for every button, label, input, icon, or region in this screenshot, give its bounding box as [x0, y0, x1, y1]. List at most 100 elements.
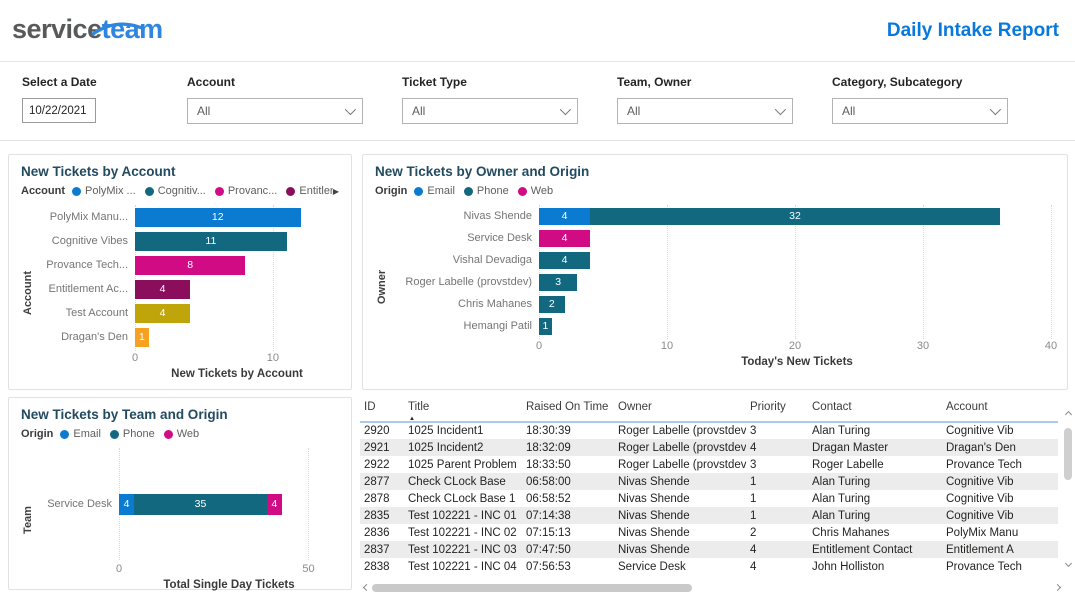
column-header-priority[interactable]: Priority — [746, 398, 808, 423]
legend-item[interactable]: Entitlem... — [286, 185, 333, 197]
bar-row: Entitlement Ac... 4 — [35, 277, 339, 301]
legend-item[interactable]: Web — [517, 185, 553, 197]
chart-new-tickets-by-owner-and-origin: New Tickets by Owner and Origin Origin E… — [362, 154, 1068, 390]
bar-value-label: 4 — [561, 210, 568, 222]
legend-item[interactable]: Cognitiv... — [144, 185, 206, 197]
bar-segment[interactable]: 4 — [539, 229, 591, 247]
bar-value-label: 8 — [187, 259, 194, 271]
column-header-owner[interactable]: Owner — [614, 398, 746, 423]
table-cell: 2878 — [364, 492, 390, 505]
table-row[interactable]: 2922 1025 Parent Problem 18:33:50 Roger Lab… — [360, 456, 1058, 473]
table-cell: PolyMix Manu — [946, 526, 1019, 539]
tickets-table-card: ID Title ▲ Raised On Time Owner Priority Conta… — [360, 398, 1074, 593]
legend-item[interactable]: Phone — [109, 428, 155, 440]
table-cell: Nivas Shende — [618, 543, 690, 556]
table-cell: Entitlement Contact — [812, 543, 913, 556]
bar-segment[interactable]: 4 — [135, 303, 191, 323]
chart-body: Account PolyMix Manu... 12 Cognitive Vibes… — [21, 205, 339, 380]
legend-item[interactable]: Email — [414, 185, 455, 197]
team-owner-dropdown[interactable]: All — [617, 98, 793, 124]
bar-segment[interactable]: 4 — [539, 251, 591, 269]
bar-segment[interactable]: 2 — [539, 295, 565, 313]
table-row[interactable]: 2835 Test 102221 - INC 01 07:14:38 Nivas Sh… — [360, 507, 1058, 524]
tickets-table: ID Title ▲ Raised On Time Owner Priority Conta… — [360, 398, 1058, 575]
category-dropdown[interactable]: All — [832, 98, 1008, 124]
filter-label: Select a Date — [22, 75, 97, 89]
horizontal-scrollbar[interactable] — [362, 583, 1062, 593]
table-row[interactable]: 2837 Test 102221 - INC 03 07:47:50 Nivas Sh… — [360, 541, 1058, 558]
legend-item[interactable]: PolyMix ... — [72, 185, 136, 197]
table-cell: Nivas Shende — [618, 509, 690, 522]
horizontal-scroll-thumb[interactable] — [372, 584, 692, 592]
gridline — [795, 205, 796, 339]
date-input[interactable]: 10/22/2021 — [22, 98, 96, 123]
scroll-right-icon[interactable] — [1053, 583, 1062, 592]
column-header-id[interactable]: ID — [360, 398, 404, 423]
bar-rows: Nivas Shende 4 32 Service Desk 4 Vishal Devad… — [389, 205, 1055, 337]
bar-segment[interactable]: 1 — [539, 317, 552, 335]
legend-label: Email — [73, 428, 101, 440]
legend-dot-icon — [214, 186, 224, 196]
scroll-up-icon[interactable] — [1064, 410, 1073, 419]
table-cell: Provance Tech — [946, 458, 1022, 471]
bar-segment[interactable]: 11 — [135, 231, 287, 251]
column-header-raised-on-time[interactable]: Raised On Time — [522, 398, 614, 423]
legend-dot-icon — [286, 186, 296, 196]
chart-title: New Tickets by Account — [21, 164, 176, 179]
legend-overflow-arrow-icon[interactable]: ▶ — [332, 186, 339, 196]
legend-item[interactable]: Email — [60, 428, 101, 440]
ticket-type-dropdown[interactable]: All — [402, 98, 578, 124]
scroll-down-icon[interactable] — [1064, 559, 1073, 568]
bar-value-label: 4 — [561, 232, 568, 244]
column-header-contact[interactable]: Contact — [808, 398, 942, 423]
bar-segment[interactable]: 32 — [590, 207, 1000, 225]
scroll-left-icon[interactable] — [362, 583, 371, 592]
table-cell: 4 — [750, 441, 757, 454]
bar-segment[interactable]: 3 — [539, 273, 578, 291]
table-cell: 07:56:53 — [526, 560, 571, 573]
category-label: Service Desk — [47, 498, 112, 510]
bar-track: 4 — [539, 251, 1051, 269]
bar-segment[interactable]: 12 — [135, 207, 301, 227]
bar-segment[interactable]: 4 — [266, 493, 282, 515]
x-tick-label: 30 — [916, 340, 930, 352]
legend-item[interactable]: Phone — [463, 185, 509, 197]
plot-area: Service Desk 4 35 4 0 50 Total Single Day Ti… — [35, 448, 339, 591]
vertical-scroll-thumb[interactable] — [1064, 428, 1072, 480]
bar-track: 11 — [135, 231, 335, 251]
bar-segment[interactable]: 8 — [135, 255, 246, 275]
gridline — [135, 205, 136, 351]
table-row[interactable]: 2921 1025 Incident2 18:32:09 Roger Labelle … — [360, 439, 1058, 456]
table-row[interactable]: 2878 Check CLock Base 1 06:58:52 Nivas Shen… — [360, 490, 1058, 507]
table-row[interactable]: 2838 Test 102221 - INC 04 07:56:53 Service … — [360, 558, 1058, 575]
legend-item[interactable]: Provanc... — [214, 185, 277, 197]
bar-track: 1 — [135, 327, 335, 347]
table-row[interactable]: 2836 Test 102221 - INC 02 07:15:13 Nivas Sh… — [360, 524, 1058, 541]
legend-label: Entitlem... — [299, 185, 332, 197]
bar-segment[interactable]: 4 — [135, 279, 191, 299]
bar-row: Test Account 4 — [35, 301, 339, 325]
vertical-scrollbar[interactable] — [1063, 402, 1074, 582]
column-header-account[interactable]: Account — [942, 398, 1058, 423]
y-axis-title: Team — [22, 505, 35, 534]
bar-value-label: 11 — [205, 235, 217, 247]
x-axis-title: New Tickets by Account — [171, 368, 303, 380]
bar-value-label: 2 — [548, 298, 555, 310]
chevron-down-icon — [344, 103, 357, 116]
column-header-title[interactable]: Title ▲ — [404, 398, 522, 423]
bar-row: Service Desk 4 — [389, 227, 1055, 249]
sort-ascending-icon: ▲ — [409, 416, 415, 422]
table-row[interactable]: 2920 1025 Incident1 18:30:39 Roger Labelle … — [360, 422, 1058, 439]
legend-item[interactable]: Web — [163, 428, 199, 440]
bar-segment[interactable]: 4 — [119, 493, 135, 515]
category-label: Chris Mahanes — [458, 298, 532, 310]
table-row[interactable]: 2877 Check CLock Base 06:58:00 Nivas Shende… — [360, 473, 1058, 490]
account-dropdown[interactable]: All — [187, 98, 363, 124]
table-cell: Test 102221 - INC 01 — [408, 509, 517, 522]
bar-segment[interactable]: 35 — [134, 493, 267, 515]
x-tick-label: 0 — [535, 340, 543, 352]
bar-segment[interactable]: 4 — [539, 207, 591, 225]
x-tick-label: 50 — [302, 563, 315, 575]
bar-segment[interactable]: 1 — [135, 327, 149, 347]
chart-title: New Tickets by Owner and Origin — [375, 164, 590, 179]
